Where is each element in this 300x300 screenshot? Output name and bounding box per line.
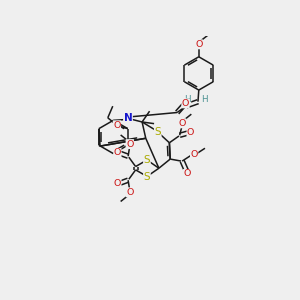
Text: H: H [202, 95, 208, 104]
Text: O: O [114, 148, 121, 158]
Text: O: O [195, 40, 202, 49]
Text: S: S [154, 127, 161, 137]
Text: O: O [113, 121, 121, 130]
Text: N: N [124, 113, 132, 123]
Text: O: O [184, 169, 191, 178]
Text: O: O [126, 140, 134, 148]
Text: O: O [114, 179, 121, 188]
Text: O: O [126, 188, 134, 197]
Text: S: S [144, 154, 150, 165]
Text: H: H [184, 95, 191, 104]
Text: O: O [178, 119, 186, 128]
Text: O: O [182, 99, 189, 108]
Text: O: O [187, 128, 194, 136]
Text: S: S [144, 172, 150, 182]
Text: O: O [190, 150, 198, 159]
